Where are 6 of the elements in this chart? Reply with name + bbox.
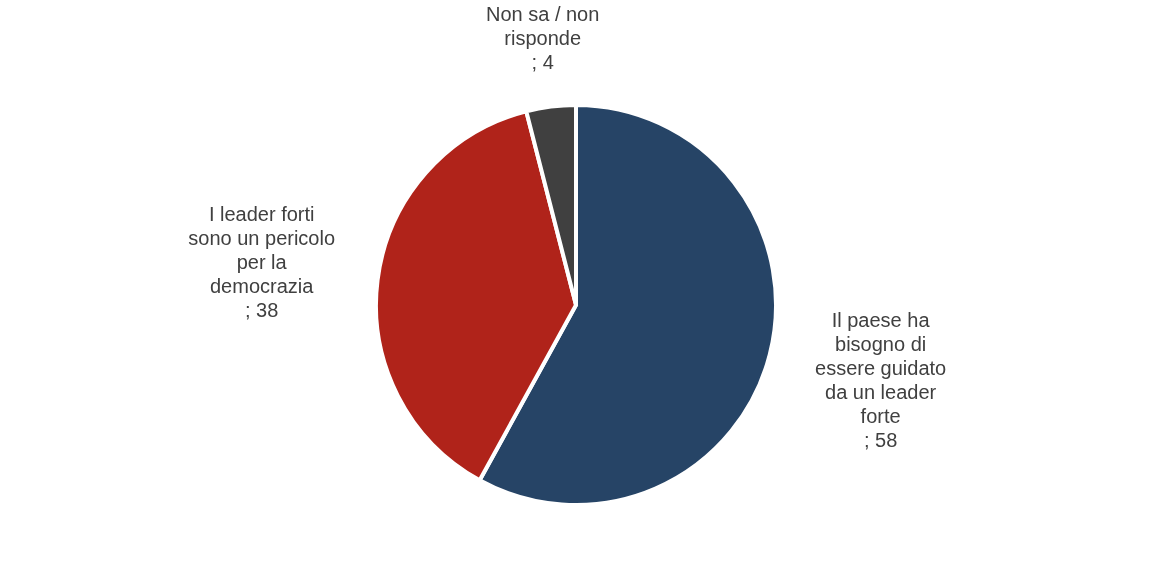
data-label: ; 58	[863, 429, 898, 452]
data-label: ; 38	[244, 299, 279, 322]
slice-label: I leader forti sono un pericolo per la democrazia	[188, 203, 336, 298]
data-label: ; 4	[531, 51, 554, 74]
slice-label: Il paese ha bisogno di essere guidato da un leader forte	[815, 309, 947, 428]
slice-label: Non sa / non risponde	[485, 3, 600, 50]
